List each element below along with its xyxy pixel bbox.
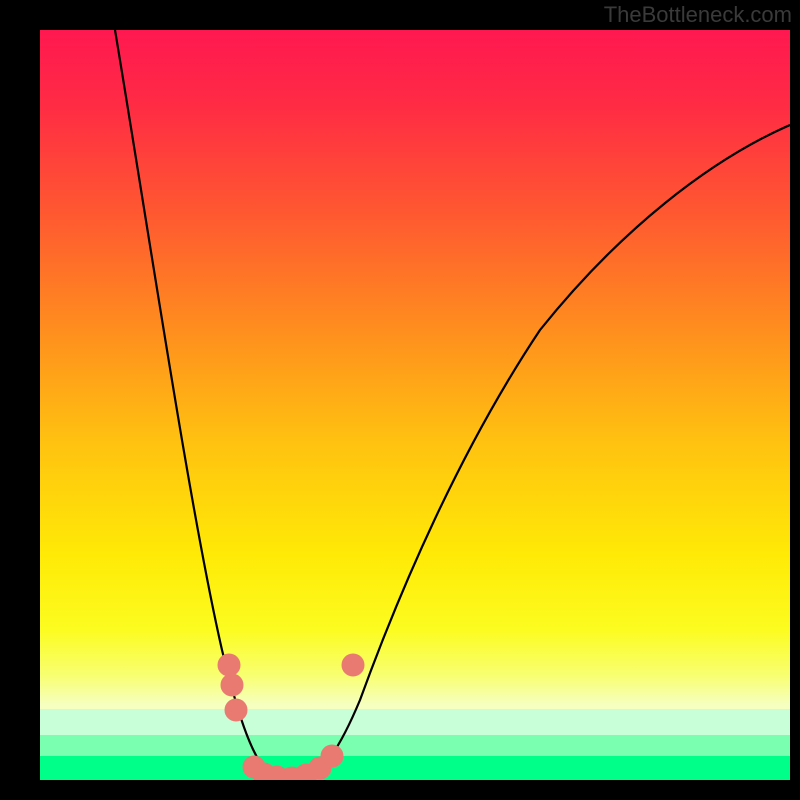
watermark-text: TheBottleneck.com xyxy=(604,2,792,28)
chart-marker-point xyxy=(221,674,243,696)
chart-marker-point xyxy=(321,745,343,767)
chart-marker-point xyxy=(342,654,364,676)
chart-plot-area xyxy=(40,30,790,780)
chart-marker-point xyxy=(225,699,247,721)
chart-marker-point xyxy=(218,654,240,676)
chart-scatter-markers xyxy=(40,30,790,780)
